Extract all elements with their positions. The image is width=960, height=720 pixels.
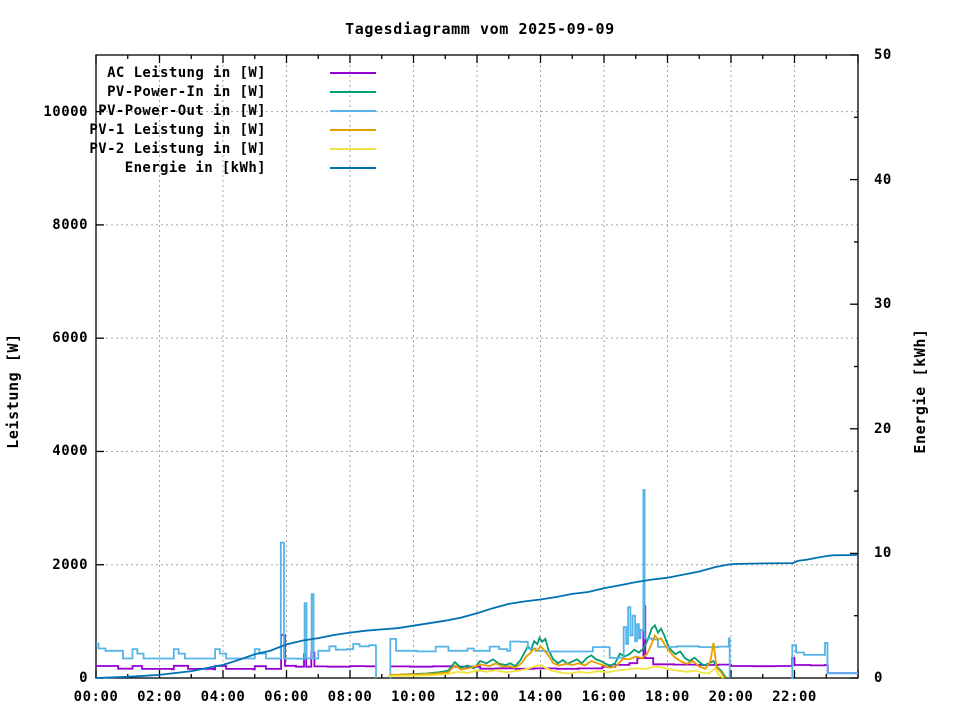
legend-label: PV-2 Leistung in [W]: [89, 140, 266, 157]
legend-line-sample: [330, 128, 376, 131]
legend-line-sample: [330, 90, 376, 93]
series-pv-2-leistung-in-w: [388, 664, 724, 679]
legend-line-sample: [330, 166, 376, 169]
legend-line-sample: [330, 71, 376, 74]
y-right-tick-label: 40: [874, 171, 892, 188]
x-tick-label: 10:00: [391, 689, 436, 705]
y-right-tick-label: 30: [874, 296, 892, 313]
legend-label: PV-Power-Out in [W]: [98, 102, 266, 119]
legend-item-pv-power-in-in-w: PV-Power-In in [W]: [88, 82, 376, 101]
x-tick-label: 12:00: [454, 689, 500, 705]
x-tick-label: 08:00: [327, 689, 373, 705]
series-pv-power-in-in-w: [391, 623, 727, 679]
y-left-tick-label: 10000: [43, 103, 88, 120]
series-pv-1-leistung-in-w: [389, 633, 726, 679]
x-tick-label: 06:00: [264, 689, 309, 705]
legend-line-sample: [330, 109, 376, 112]
legend-line-sample: [330, 147, 376, 150]
x-tick-label: 22:00: [772, 689, 817, 705]
chart-title: Tagesdiagramm vom 2025-09-09: [345, 20, 615, 38]
legend-item-ac-leistung-in-w: AC Leistung in [W]: [88, 63, 376, 82]
y-left-tick-label: 2000: [52, 556, 88, 573]
x-tick-label: 20:00: [708, 689, 754, 705]
legend-label: AC Leistung in [W]: [107, 64, 266, 81]
legend-label: Energie in [kWh]: [124, 159, 266, 176]
y-right-tick-label: 20: [874, 420, 892, 437]
x-tick-label: 02:00: [137, 689, 182, 705]
legend-item-energie-in-kwh: Energie in [kWh]: [88, 158, 376, 177]
legend-item-pv-1-leistung-in-w: PV-1 Leistung in [W]: [88, 120, 376, 139]
legend-label: PV-Power-In in [W]: [107, 83, 266, 100]
legend: AC Leistung in [W] PV-Power-In in [W] PV-P…: [88, 63, 376, 177]
x-tick-label: 16:00: [581, 689, 627, 705]
x-tick-label: 18:00: [645, 689, 690, 705]
y-left-tick-label: 6000: [52, 330, 88, 347]
y-right-tick-label: 10: [874, 545, 892, 562]
y-left-tick-label: 0: [79, 670, 88, 686]
plot-border: [95, 54, 859, 679]
y-right-tick-label: 0: [874, 670, 883, 686]
legend-item-pv-power-out-in-w: PV-Power-Out in [W]: [88, 101, 376, 120]
series-pv-power-out-in-w: [96, 489, 858, 679]
series-energie-in-kwh: [95, 554, 859, 679]
y-right-tick-label: 50: [874, 47, 892, 63]
x-tick-label: 14:00: [518, 689, 563, 705]
x-tick-label: 00:00: [73, 689, 119, 705]
y-left-tick-label: 8000: [52, 216, 88, 233]
legend-label: PV-1 Leistung in [W]: [89, 121, 266, 138]
x-tick-label: 04:00: [200, 689, 246, 705]
y-left-tick-label: 4000: [52, 443, 88, 460]
legend-item-pv-2-leistung-in-w: PV-2 Leistung in [W]: [88, 139, 376, 158]
